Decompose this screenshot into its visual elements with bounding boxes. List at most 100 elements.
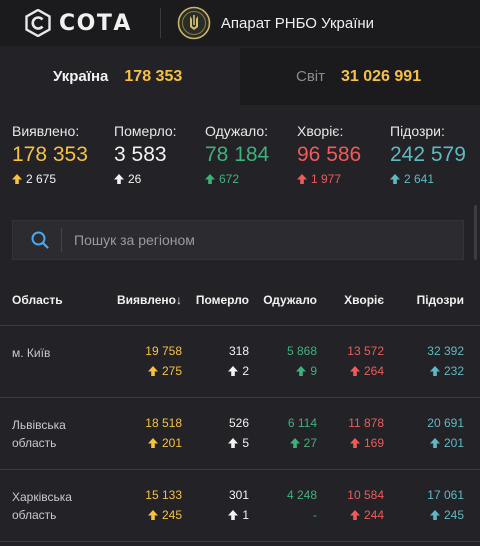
header-region[interactable]: Область <box>12 293 63 307</box>
stat-deaths: Померло: 3 583 26 <box>114 123 177 186</box>
stat-sick-label: Хворіє: <box>297 123 344 139</box>
sick-value: 13 572 <box>347 344 384 358</box>
stat-sick-value: 96 586 <box>297 143 362 166</box>
sick-delta-value: 169 <box>363 436 384 450</box>
stat-confirmed: Виявлено: 178 353 2 675 <box>12 123 88 186</box>
deaths-delta-value: 2 <box>242 364 249 378</box>
deaths-value: 301 <box>228 488 249 502</box>
recovered-value: 5 868 <box>286 344 317 358</box>
stat-confirmed-value: 178 353 <box>12 143 88 166</box>
arrow-up-icon <box>147 438 158 448</box>
arrow-up-icon <box>349 438 360 448</box>
deaths-delta-value: 5 <box>242 436 249 450</box>
confirmed-delta: 245 <box>147 508 182 522</box>
stat-deaths-label: Померло: <box>114 123 177 139</box>
suspected-delta-value: 201 <box>443 436 464 450</box>
sick-delta: 169 <box>349 436 384 450</box>
suspected-delta-value: 232 <box>443 364 464 378</box>
arrow-up-icon <box>429 510 440 520</box>
search-icon[interactable] <box>31 231 49 249</box>
tab-world-label: Світ <box>296 68 326 85</box>
region-name: м. Київ <box>12 346 51 360</box>
sick-value: 11 878 <box>348 416 384 430</box>
confirmed-value: 15 133 <box>145 488 182 502</box>
stat-confirmed-label: Виявлено: <box>12 123 80 139</box>
arrow-up-icon <box>349 510 360 520</box>
header-divider <box>159 8 161 38</box>
table-row[interactable]: Львівська область 18 518 201 526 5 6 114 27 11 … <box>0 398 480 470</box>
summary-stats: Виявлено: 178 353 2 675 Померло: 3 583 2… <box>0 105 480 205</box>
header-confirmed-label: Виявлено <box>117 293 176 307</box>
sota-logo-text: СОТА <box>59 10 132 36</box>
region-search <box>12 220 464 260</box>
table-row[interactable]: м. Київ 19 758 275 318 2 5 868 9 13 572 264 32 39… <box>0 326 480 398</box>
stat-suspected-delta-value: 2 641 <box>404 172 435 186</box>
sota-logo[interactable]: СОТА <box>24 9 132 37</box>
deaths-value: 318 <box>228 344 249 358</box>
table-row[interactable]: Харківська область 15 133 245 301 1 4 248 - 10 … <box>0 470 480 542</box>
recovered-value: 6 114 <box>287 416 317 430</box>
stat-suspected-delta: 2 641 <box>390 172 466 186</box>
arrow-up-icon <box>429 438 440 448</box>
suspected-delta-value: 245 <box>443 508 464 522</box>
deaths-delta-value: 1 <box>242 508 249 522</box>
search-divider <box>61 228 62 252</box>
confirmed-delta-value: 275 <box>161 364 182 378</box>
suspected-delta: 232 <box>429 364 464 378</box>
arrow-up-icon <box>147 510 158 520</box>
arrow-up-icon <box>297 174 307 184</box>
stat-suspected: Підозри: 242 579 2 641 <box>390 123 466 186</box>
table-header: Область Виявлено↓ Померло Одужало Хворіє… <box>0 282 480 326</box>
stat-deaths-delta: 26 <box>114 172 177 186</box>
tab-ukraine[interactable]: Україна 178 353 <box>0 48 240 105</box>
rnbo-title: Апарат РНБО України <box>220 14 375 32</box>
stat-sick-delta-value: 1 977 <box>311 172 342 186</box>
deaths-delta: 1 <box>228 508 249 522</box>
confirmed-delta: 275 <box>147 364 182 378</box>
arrow-up-icon <box>205 174 215 184</box>
stat-sick-delta: 1 977 <box>297 172 361 186</box>
recovered-delta-value: - <box>313 508 317 522</box>
tab-ukraine-label: Україна <box>53 68 109 85</box>
arrow-up-icon <box>228 438 239 448</box>
header-recovered[interactable]: Одужало <box>263 293 317 307</box>
scope-tabs: Україна 178 353 Світ 31 026 991 <box>0 48 480 105</box>
arrow-up-icon <box>228 366 239 376</box>
header-deaths[interactable]: Померло <box>195 293 249 307</box>
arrow-up-icon <box>429 366 440 376</box>
stat-recovered-delta-value: 672 <box>219 172 240 186</box>
header-suspected[interactable]: Підозри <box>416 293 464 307</box>
stat-sick: Хворіє: 96 586 1 977 <box>297 123 361 186</box>
deaths-delta: 2 <box>228 364 249 378</box>
suspected-delta: 245 <box>429 508 464 522</box>
stat-suspected-label: Підозри: <box>390 123 445 139</box>
sick-delta: 264 <box>349 364 384 378</box>
arrow-up-icon <box>349 366 360 376</box>
stat-suspected-value: 242 579 <box>390 143 466 166</box>
stat-confirmed-delta-value: 2 675 <box>26 172 57 186</box>
sick-delta-value: 244 <box>363 508 384 522</box>
search-input[interactable] <box>74 232 434 248</box>
confirmed-value: 19 758 <box>145 344 182 358</box>
suspected-value: 20 691 <box>427 416 464 430</box>
arrow-up-icon <box>296 366 307 376</box>
suspected-delta: 201 <box>429 436 464 450</box>
confirmed-value: 18 518 <box>145 416 182 430</box>
sick-delta-value: 264 <box>363 364 384 378</box>
tab-ukraine-value: 178 353 <box>124 67 183 85</box>
region-name: Львівська область <box>12 418 66 450</box>
header-confirmed[interactable]: Виявлено↓ <box>117 293 182 307</box>
scrollbar[interactable] <box>474 205 477 260</box>
confirmed-delta-value: 201 <box>161 436 182 450</box>
arrow-up-icon <box>147 366 158 376</box>
confirmed-delta: 201 <box>147 436 182 450</box>
header-sick[interactable]: Хворіє <box>344 293 384 307</box>
rnbo-brand[interactable]: Апарат РНБО України <box>177 6 374 40</box>
arrow-up-icon <box>228 510 239 520</box>
app-header: СОТА Апарат РНБО України <box>0 0 480 46</box>
confirmed-delta-value: 245 <box>161 508 182 522</box>
tab-world[interactable]: Світ 31 026 991 <box>240 48 480 105</box>
stat-recovered: Одужало: 78 184 672 <box>205 123 269 186</box>
recovered-value: 4 248 <box>286 488 317 502</box>
sick-value: 10 584 <box>347 488 384 502</box>
